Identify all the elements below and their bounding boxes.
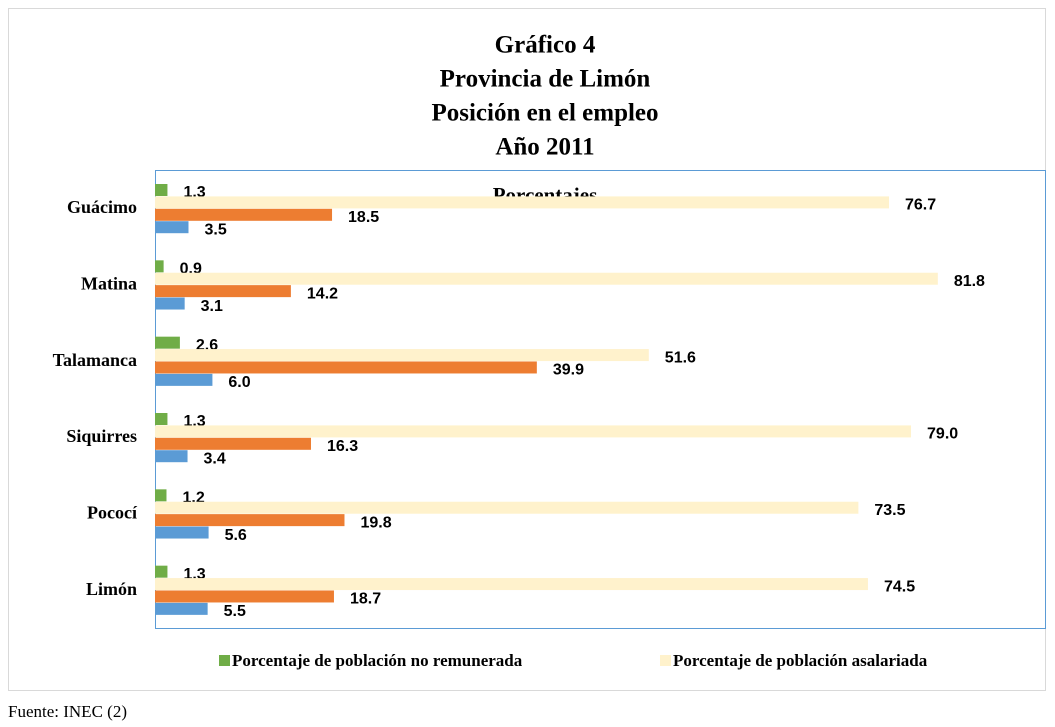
data-label: 18.7 [350,591,381,608]
bar [155,425,912,438]
plot-frame [155,170,1046,629]
chart-title: Provincia de Limón [440,66,651,93]
data-label: 73.5 [874,502,905,519]
data-label: 81.8 [954,273,985,290]
bar [155,297,185,310]
data-label: 16.3 [327,438,358,455]
bar [155,285,291,298]
data-label: 74.5 [884,578,915,595]
legend-label: Porcentaje de población asalariada [673,651,928,670]
y-tick-label: Guácimo [67,197,137,217]
data-label: 5.6 [225,527,247,544]
data-label: 51.6 [665,349,696,366]
data-label: 3.5 [204,221,226,238]
bar [155,373,213,386]
y-tick-label: Talamanca [53,350,137,370]
legend-label: Porcentaje de población no remunerada [232,651,523,670]
bar [155,184,168,196]
bar [155,361,537,374]
bar [155,602,208,615]
bar [155,514,345,527]
data-label: 14.2 [307,285,338,302]
data-label: 6.0 [228,374,250,391]
bar [155,489,167,502]
legend-swatch [219,655,230,666]
chart-title: Posición en el empleo [431,100,658,127]
data-label: 19.8 [360,514,391,531]
source: Fuente: INEC (2) [8,702,127,721]
bar [155,196,890,209]
data-label: 3.4 [204,450,226,467]
data-label: 79.0 [927,426,958,443]
bar [155,590,334,603]
y-tick-label: Matina [81,273,137,293]
data-label: 3.1 [201,298,223,315]
y-tick-label: Siquirres [66,426,137,446]
y-tick-label: Limón [86,579,137,599]
bar [155,437,311,450]
bar [155,413,168,425]
bar [155,208,333,221]
bar [155,260,164,273]
bar [155,272,938,285]
bar [155,221,189,234]
bar [155,349,649,362]
bar [155,578,868,591]
data-label: 5.5 [224,603,246,620]
data-label: 76.7 [905,197,936,214]
bar [155,450,188,463]
data-label: 39.9 [553,362,584,379]
bar [155,526,209,539]
data-label: 18.5 [348,209,379,226]
bar [155,336,180,349]
bar [155,501,859,514]
chart-title: Gráfico 4 [495,32,596,59]
chart-title: Año 2011 [495,134,594,161]
bar [155,565,168,578]
y-tick-label: Pococí [87,502,138,522]
legend-swatch [660,655,671,666]
